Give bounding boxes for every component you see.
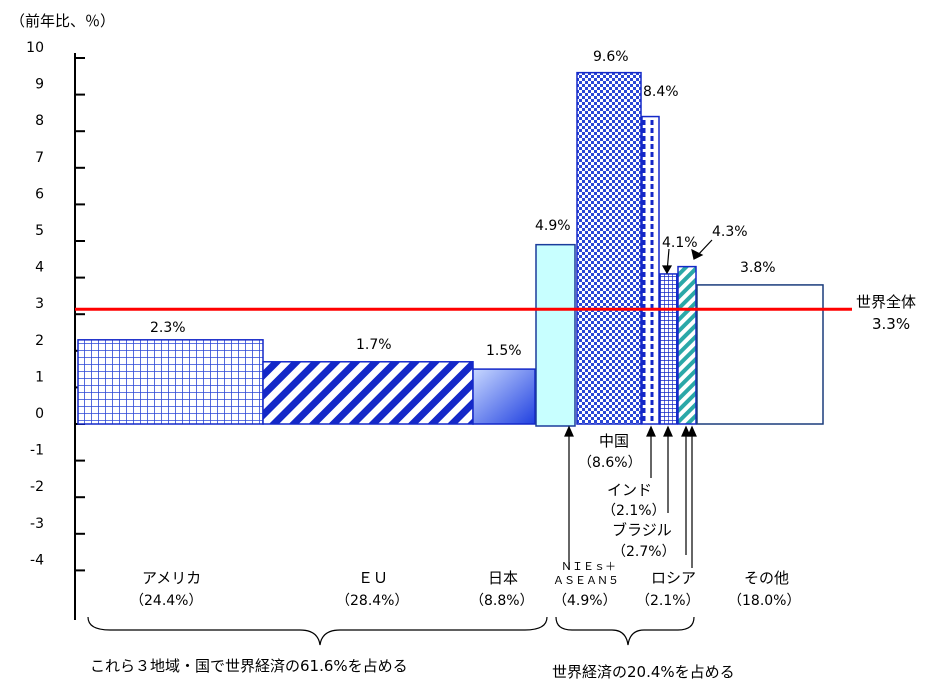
value-label-ru: 4.3% (712, 224, 748, 240)
category-label-jp: 日本 (488, 569, 518, 587)
group-label-2: 世界経済の20.4%を占める (552, 663, 735, 681)
category-label-in: インド (607, 481, 652, 499)
share-label-br: （2.7%） (612, 544, 676, 560)
bar-jp (472, 368, 536, 425)
bar-ru (677, 265, 697, 425)
y-tick-label: -1 (30, 443, 44, 459)
bar-cn (576, 71, 642, 425)
category-label-other: その他 (744, 569, 789, 587)
value-label-jp: 1.5% (486, 343, 522, 359)
bars (77, 71, 824, 427)
share-label-jp: （8.8%） (470, 593, 534, 609)
y-tick-label: -4 (30, 552, 44, 568)
y-tick-label: 5 (35, 223, 44, 239)
bar-br (659, 273, 678, 425)
value-label-nies: 4.9% (535, 218, 571, 234)
y-tick-label: 4 (35, 260, 44, 276)
bar-other (696, 284, 824, 425)
y-tick-label: 2 (35, 333, 44, 349)
y-tick-label: -3 (30, 516, 44, 532)
category-label-nies-line1: ＮＩＥｓ＋ (561, 560, 616, 573)
y-tick-label: 6 (35, 186, 44, 202)
share-label-ru: （2.1%） (636, 593, 700, 609)
category-label-us: アメリカ (142, 569, 201, 587)
value-label-br: 4.1% (662, 235, 698, 251)
y-tick-label: 1 (35, 369, 44, 385)
share-label-eu: （28.4%） (336, 593, 408, 609)
value-label-cn: 9.6% (593, 49, 629, 65)
y-axis-label: （前年比、％） (10, 12, 115, 30)
share-label-other: （18.0%） (728, 593, 800, 609)
category-label-eu: ＥＵ (358, 569, 388, 587)
category-label-br: ブラジル (612, 521, 672, 539)
share-label-nies: （4.9%） (553, 593, 617, 609)
bar-nies (535, 243, 576, 427)
value-label-us: 2.3% (150, 320, 186, 336)
y-tick-label: 7 (35, 150, 44, 166)
category-label-ru: ロシア (651, 569, 696, 587)
category-label-nies-line2: ＡＳＥＡＮ５ (553, 574, 619, 587)
bar-in (641, 115, 660, 425)
share-label-cn: （8.6%） (578, 455, 642, 471)
bar-eu (262, 361, 474, 425)
group-brace-2 (555, 616, 695, 646)
value-label-other: 3.8% (740, 260, 776, 276)
world-average-value: 3.3% (872, 315, 910, 333)
pointer-arrows (564, 239, 713, 570)
y-tick-label: 10 (26, 40, 44, 56)
category-label-cn: 中国 (599, 432, 629, 450)
value-label-eu: 1.7% (356, 337, 392, 353)
y-tick-label: -2 (30, 479, 44, 495)
y-tick-label: 3 (35, 296, 44, 312)
value-label-in: 8.4% (643, 84, 679, 100)
y-tick-label: 9 (35, 77, 44, 93)
y-tick-label: 0 (35, 406, 44, 422)
share-label-us: （24.4%） (130, 593, 202, 609)
bar-us (77, 339, 264, 425)
share-label-in: （2.1%） (602, 503, 666, 519)
group-label-1: これら３地域・国で世界経済の61.6%を占める (90, 657, 408, 675)
world-average-label: 世界全体 (856, 293, 916, 311)
group-brace-1 (87, 616, 548, 646)
y-tick-label: 8 (35, 113, 44, 129)
